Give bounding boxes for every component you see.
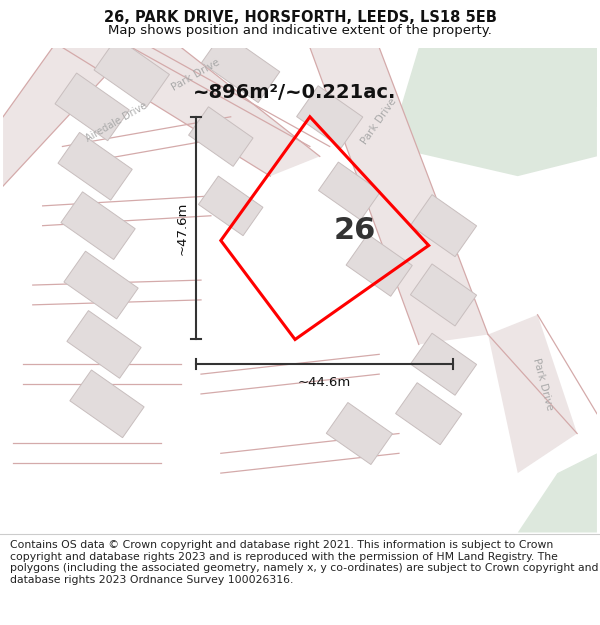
Polygon shape [395, 382, 462, 445]
Polygon shape [410, 194, 476, 257]
Text: Contains OS data © Crown copyright and database right 2021. This information is : Contains OS data © Crown copyright and d… [10, 540, 598, 585]
Polygon shape [64, 251, 138, 319]
Text: Park Drive: Park Drive [531, 357, 554, 411]
Polygon shape [296, 86, 363, 148]
Text: Airedale Drive: Airedale Drive [85, 100, 149, 143]
Polygon shape [394, 48, 597, 107]
Polygon shape [70, 370, 144, 438]
Text: Park Drive: Park Drive [359, 97, 398, 147]
Polygon shape [58, 132, 132, 200]
Polygon shape [55, 73, 129, 141]
Polygon shape [518, 453, 597, 532]
Polygon shape [202, 32, 280, 103]
Polygon shape [410, 264, 476, 326]
Polygon shape [61, 192, 135, 259]
Polygon shape [310, 48, 488, 344]
Text: 26, PARK DRIVE, HORSFORTH, LEEDS, LS18 5EB: 26, PARK DRIVE, HORSFORTH, LEEDS, LS18 5… [104, 11, 496, 26]
Text: ~44.6m: ~44.6m [298, 376, 352, 389]
Polygon shape [488, 315, 577, 473]
Polygon shape [346, 234, 412, 296]
Text: Park Drive: Park Drive [170, 58, 222, 93]
Polygon shape [410, 333, 476, 395]
Polygon shape [199, 176, 263, 236]
Text: ~47.6m: ~47.6m [176, 201, 189, 255]
Text: 26: 26 [333, 216, 376, 245]
Polygon shape [67, 311, 141, 378]
Polygon shape [389, 48, 597, 97]
Text: ~896m²/~0.221ac.: ~896m²/~0.221ac. [193, 82, 397, 101]
Polygon shape [326, 402, 392, 464]
Polygon shape [94, 38, 169, 107]
Polygon shape [3, 48, 132, 186]
Text: Map shows position and indicative extent of the property.: Map shows position and indicative extent… [108, 24, 492, 37]
Polygon shape [188, 107, 253, 166]
Polygon shape [389, 48, 597, 176]
Polygon shape [62, 48, 320, 176]
Polygon shape [319, 162, 380, 220]
